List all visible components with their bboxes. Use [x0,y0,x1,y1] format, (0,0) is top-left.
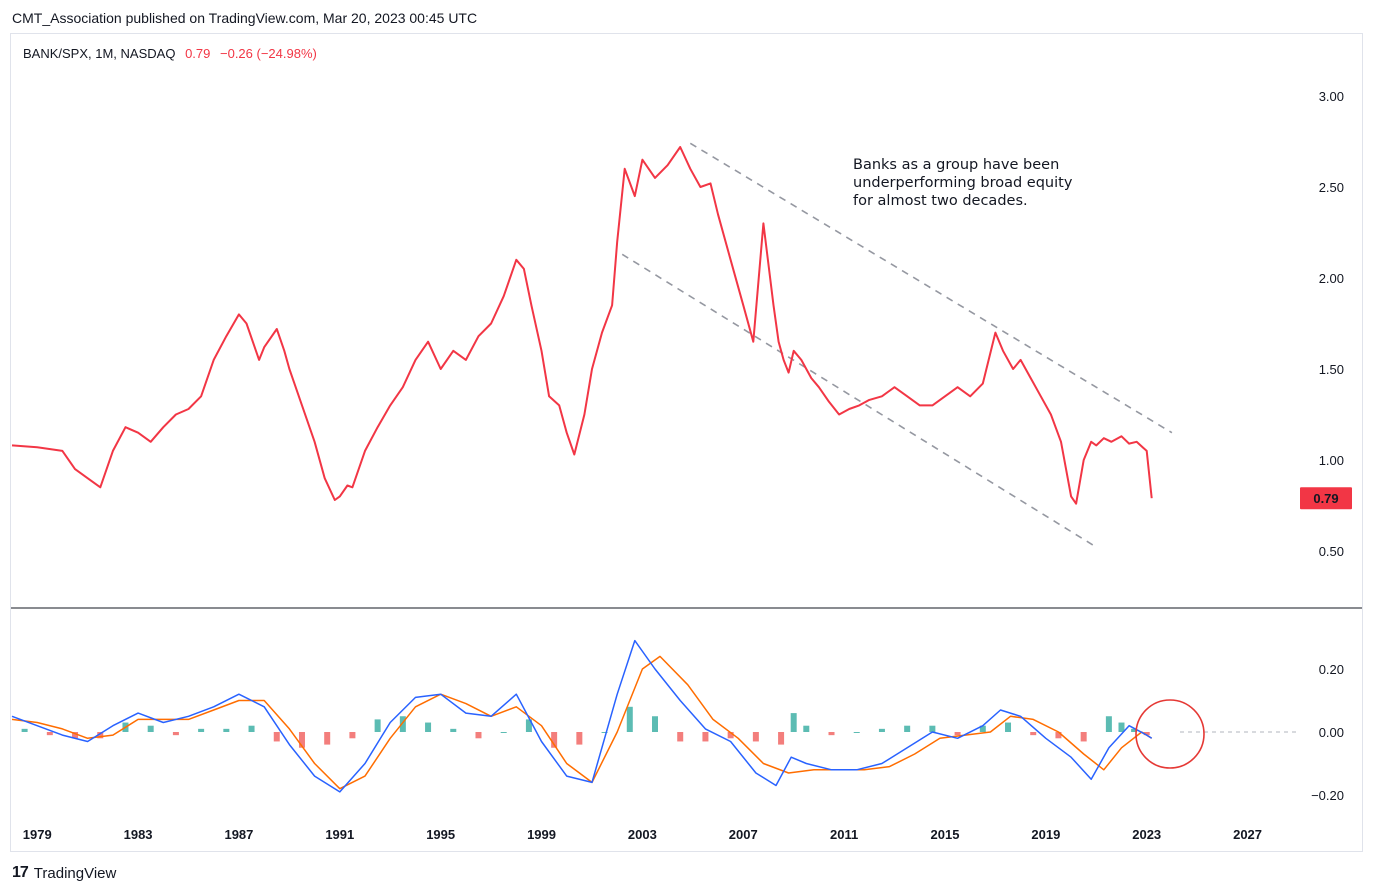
time-axis-tick: 1983 [124,827,153,842]
upper-trend-line[interactable] [689,142,1173,434]
histogram-bar [954,732,961,736]
price-axis-tick: 1.50 [1319,362,1344,377]
signal-line[interactable] [11,655,1153,790]
histogram-bar [525,719,532,732]
histogram-bar [324,732,331,745]
footer-brand[interactable]: TradingView [33,864,117,882]
histogram-bar [702,732,709,742]
histogram-bar [551,732,558,748]
price-axis-tick: 2.00 [1319,271,1344,286]
histogram-bar [652,716,658,732]
histogram-bar [425,722,432,732]
macd-axis-tick: 0.20 [1319,662,1344,677]
histogram-bar [1105,716,1112,732]
histogram-bar [929,725,936,732]
symbol-info: BANK/SPX, 1M, NASDAQ 0.79 −0.26 (−24.98%… [23,46,317,61]
histogram-bar [752,732,759,742]
histogram-bar [198,728,205,732]
histogram-bar [601,732,608,733]
histogram-bar [97,732,104,739]
histogram-bar [72,732,79,739]
histogram-bar [803,725,810,732]
histogram-bar [298,732,305,748]
macd-axis-tick: 0.00 [1319,725,1344,740]
histogram-bar [248,725,255,732]
macd-line[interactable] [11,639,1153,793]
last-price-badge-label: 0.79 [1313,491,1338,506]
histogram-bar [21,728,28,732]
publisher-header: CMT_Association published on TradingView… [12,10,478,26]
time-axis-tick: 1999 [527,827,556,842]
highlight-circle [1135,699,1205,769]
histogram-bar [1055,732,1062,739]
price-axis-tick: 3.00 [1319,89,1344,104]
price-axis-tick: 1.00 [1319,453,1344,468]
time-axis-tick: 2003 [628,827,657,842]
histogram-bar [399,716,406,732]
histogram-bar [1118,722,1125,732]
histogram-bar [500,732,507,733]
histogram-bar [374,719,381,732]
time-axis-tick: 1995 [426,827,455,842]
histogram-bar [677,732,684,742]
chart-frame [10,33,1363,852]
histogram-bar [626,706,633,732]
histogram-bar [273,732,280,742]
histogram-bar [147,725,154,732]
last-price: 0.79 [185,46,211,61]
lower-trend-line[interactable] [621,253,1095,547]
symbol-name[interactable]: BANK/SPX, 1M, NASDAQ [23,46,176,61]
price-axis-tick: 0.50 [1319,544,1344,559]
time-axis-tick: 1991 [325,827,354,842]
tradingview-logo-icon[interactable]: 17 [12,864,29,881]
histogram-bar [172,732,179,736]
histogram-bar [1131,728,1138,732]
histogram-bar [828,732,835,736]
histogram-bar [1030,732,1037,736]
time-axis-tick: 2007 [729,827,758,842]
histogram-bar [853,732,860,733]
time-axis-tick: 2023 [1132,827,1161,842]
histogram-bar [778,732,785,745]
histogram-bar [1005,722,1012,732]
time-axis-tick: 2011 [830,827,858,842]
price-change: −0.26 (−24.98%) [220,46,317,61]
price-axis-tick: 2.50 [1319,180,1344,195]
histogram-bar [475,732,482,739]
histogram-bar [878,728,885,732]
time-axis-tick: 2027 [1233,827,1262,842]
histogram-bar [450,728,457,732]
histogram-bar [1080,732,1087,742]
histogram-bar [1143,732,1150,736]
price-line[interactable] [11,146,1153,505]
last-price-badge [1300,487,1352,510]
time-axis-tick: 1987 [224,827,253,842]
histogram-bar [979,725,986,732]
histogram-bar [727,732,734,739]
footer: 17 TradingView [12,864,116,882]
histogram-bar [576,732,583,745]
histogram-bar [223,728,230,732]
histogram-bar [349,732,356,739]
histogram-bar [904,725,911,732]
histogram-bar [46,732,53,736]
time-axis-tick: 2015 [931,827,960,842]
macd-axis-tick: −0.20 [1311,788,1344,803]
histogram-bar [790,713,797,732]
time-axis-tick: 2019 [1031,827,1060,842]
chart-annotation: Banks as a group have been underperformi… [853,157,1073,209]
time-axis-tick: 1979 [23,827,52,842]
